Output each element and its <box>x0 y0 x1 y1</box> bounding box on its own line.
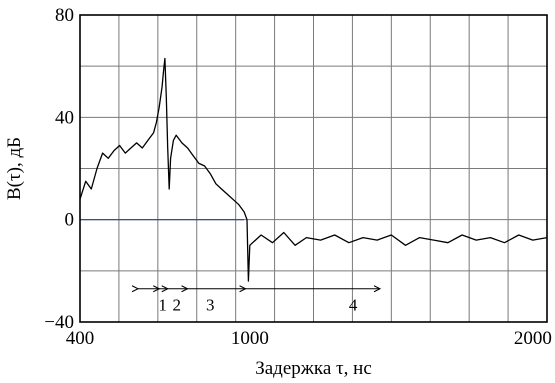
region-label-2: 2 <box>173 296 182 315</box>
region-arrow-head <box>131 285 140 293</box>
y-tick-label: 40 <box>55 107 74 128</box>
y-tick-label: 80 <box>55 5 74 26</box>
y-axis-label: B(τ), дБ <box>4 137 25 200</box>
tick-labels: 400 1000 2000 −40 0 40 80 <box>44 5 552 349</box>
region-arrow-head <box>373 285 382 293</box>
grid <box>80 15 547 322</box>
region-label-1: 1 <box>158 296 167 315</box>
y-tick-label: 0 <box>65 210 75 231</box>
region-arrow-head <box>181 285 189 293</box>
region-arrow-head <box>239 285 247 293</box>
x-tick-label: 2000 <box>514 328 552 349</box>
y-tick-label: −40 <box>44 312 74 333</box>
series-group <box>79 57 548 282</box>
plot-frame <box>79 14 548 323</box>
x-axis-label: Задержка τ, нс <box>255 358 372 379</box>
region-arrow-head <box>153 285 161 293</box>
x-tick-label: 1000 <box>231 328 269 349</box>
series-line-1 <box>79 57 548 282</box>
region-label-3: 3 <box>206 296 215 315</box>
region-label-4: 4 <box>349 296 358 315</box>
x-tick-label: 400 <box>66 328 95 349</box>
region-arrow-head <box>161 285 169 293</box>
